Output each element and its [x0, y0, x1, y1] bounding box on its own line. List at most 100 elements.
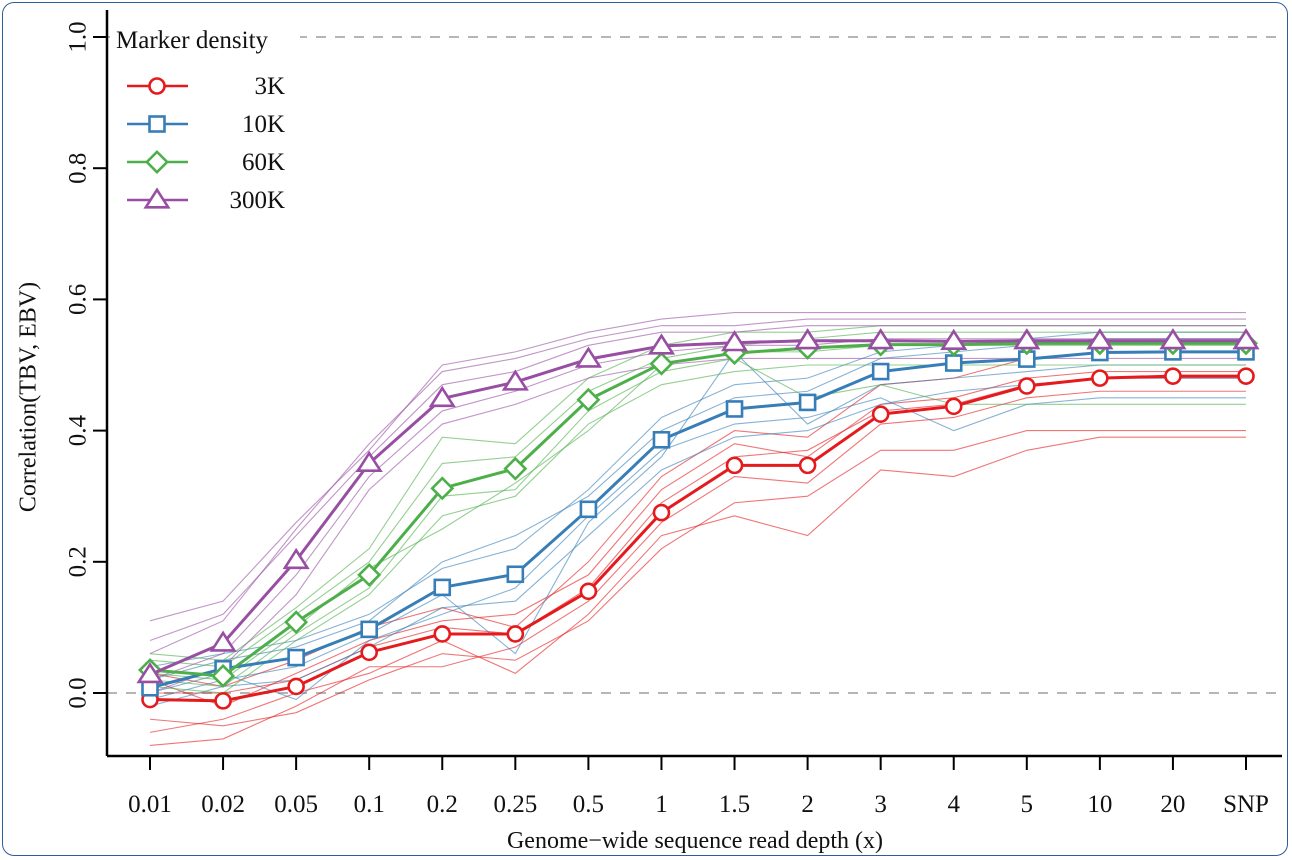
x-tick-label: 0.1	[354, 791, 385, 818]
data-point-300K	[940, 328, 968, 350]
data-point-300K	[1232, 328, 1260, 350]
replicate-line-60K	[149, 357, 1246, 688]
legend-background	[110, 15, 300, 220]
legend-label-60K: 60K	[242, 149, 285, 176]
data-point-3K	[360, 643, 379, 662]
y-tick-label: 1.0	[65, 21, 92, 52]
data-point-300K	[867, 328, 895, 350]
x-tick-label: 0.02	[201, 791, 245, 818]
x-axis-title: Genome−wide sequence read depth (x)	[507, 828, 883, 854]
data-point-300K	[720, 330, 749, 352]
data-point-3K	[944, 397, 963, 416]
replicate-line-10K	[149, 397, 1246, 701]
data-point-3K	[1018, 377, 1036, 395]
replicate-line-60K	[149, 344, 1246, 681]
replicate-line-3K	[149, 430, 1246, 727]
data-point-10K	[798, 393, 817, 412]
data-point-3K	[725, 456, 744, 475]
data-point-10K	[725, 400, 744, 418]
replicate-line-300K	[149, 318, 1246, 655]
replicate-line-3K	[149, 351, 1246, 688]
data-point-3K	[798, 456, 817, 475]
data-point-300K	[501, 369, 529, 391]
data-point-10K	[871, 362, 890, 381]
legend: Marker density 3K 10K 60K 300K	[110, 15, 300, 220]
data-point-10K	[579, 500, 598, 519]
y-tick-label: 0.4	[65, 414, 92, 446]
data-point-60K	[576, 387, 601, 412]
data-point-300K	[1013, 328, 1041, 350]
series-10K	[141, 343, 1255, 697]
x-tick-label: 0.05	[274, 791, 318, 818]
x-tick-label: 0.01	[128, 791, 172, 818]
x-tick-label: 0.2	[427, 791, 458, 818]
x-tick-label: 20	[1160, 791, 1185, 818]
data-point-3K	[652, 503, 671, 522]
replicate-line-300K	[149, 357, 1246, 694]
data-point-3K	[1164, 367, 1182, 385]
data-point-60K	[211, 663, 236, 688]
data-point-10K	[287, 648, 305, 667]
y-tick-label: 0.0	[65, 677, 92, 708]
x-tick-label: 0.25	[493, 791, 537, 818]
series-3K	[141, 367, 1255, 710]
data-point-10K	[360, 620, 379, 639]
data-point-300K	[209, 630, 237, 652]
data-point-3K	[871, 405, 890, 424]
series-line-300K	[149, 339, 1246, 677]
x-tick-label: 0.5	[573, 791, 604, 818]
data-point-300K	[282, 547, 310, 570]
legend-label-10K: 10K	[242, 111, 285, 138]
replicate-line-60K	[149, 331, 1246, 668]
data-point-10K	[652, 430, 671, 449]
data-point-10K	[506, 565, 525, 584]
legend-title: Marker density	[116, 27, 269, 54]
data-point-300K	[794, 328, 822, 350]
data-point-60K	[430, 476, 455, 501]
x-tick-label: 1	[655, 791, 668, 818]
data-point-300K	[647, 333, 676, 355]
legend-marker-3K	[148, 77, 166, 95]
data-point-3K	[579, 582, 598, 601]
replicate-line-10K	[149, 351, 1246, 701]
data-point-300K	[136, 661, 164, 684]
y-tick-label: 0.8	[65, 153, 92, 184]
x-tick-label: 3	[874, 791, 887, 818]
x-tick-label: 4	[947, 791, 960, 818]
replicate-line-10K	[149, 377, 1246, 707]
data-point-10K	[433, 578, 452, 597]
x-tick-label: 5	[1021, 791, 1034, 818]
legend-label-3K: 3K	[254, 73, 285, 100]
data-point-60K	[284, 610, 309, 635]
legend-marker-60K	[145, 150, 169, 174]
series-line-10K	[149, 350, 1246, 690]
data-point-3K	[1091, 369, 1109, 387]
x-tick-label: 1.5	[719, 791, 750, 818]
y-axis-title: Correlation(TBV, EBV)	[16, 282, 42, 512]
data-point-60K	[503, 456, 528, 481]
data-point-3K	[506, 625, 525, 643]
replicate-line-300K	[149, 311, 1246, 622]
replicate-line-300K	[149, 338, 1246, 681]
series-line-3K	[149, 374, 1246, 703]
replicate-line-60K	[149, 364, 1246, 694]
legend-label-300K: 300K	[229, 187, 285, 214]
y-tick-label: 0.6	[65, 284, 92, 315]
data-point-3K	[1237, 367, 1255, 385]
data-point-300K	[574, 346, 602, 368]
y-tick-label: 0.2	[65, 546, 92, 577]
replicate-line-10K	[149, 331, 1246, 668]
data-point-60K	[357, 562, 382, 587]
legend-marker-300K	[143, 187, 171, 209]
data-point-10K	[944, 354, 963, 372]
replicate-line-3K	[149, 390, 1246, 747]
series-line-60K	[149, 341, 1246, 678]
data-point-300K	[355, 450, 383, 473]
data-point-3K	[287, 677, 305, 696]
replicate-line-300K	[149, 325, 1246, 642]
replicate-line-3K	[149, 436, 1246, 733]
data-point-300K	[1159, 328, 1187, 350]
legend-marker-10K	[148, 115, 166, 133]
